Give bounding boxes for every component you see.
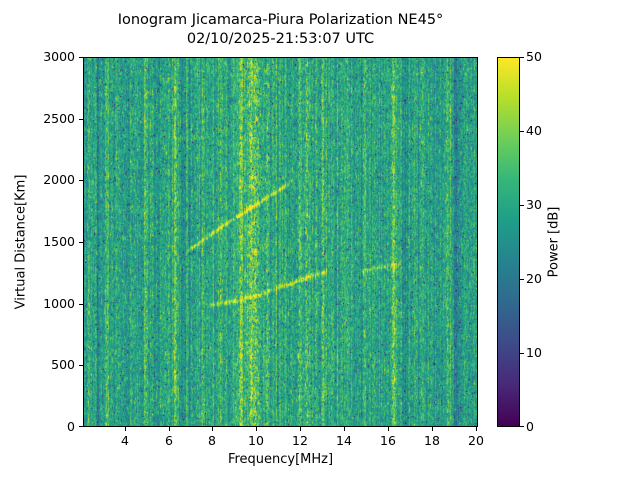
y-tick-label: 1500 [43,234,75,249]
y-tick-mark [79,180,83,181]
x-tick-mark [388,427,389,431]
x-tick-label: 6 [165,433,173,448]
x-tick-mark [476,427,477,431]
y-tick-label: 2500 [43,111,75,126]
x-tick-mark [300,427,301,431]
y-tick-mark [79,365,83,366]
chart-title-line2: 02/10/2025-21:53:07 UTC [186,31,375,47]
colorbar-tick-mark [520,205,524,206]
y-tick-label: 0 [67,419,75,434]
colorbar-tick-mark [520,353,524,354]
heatmap-canvas [83,57,478,427]
colorbar-tick-mark [520,131,524,132]
chart-title-line1: Ionogram Jicamarca-Piura Polarization NE… [117,12,444,28]
y-tick-label: 2000 [43,172,75,187]
y-tick-mark [79,57,83,58]
colorbar-tick-label: 50 [526,49,542,64]
colorbar-tick-label: 10 [526,345,542,360]
y-tick-mark [79,426,83,427]
x-axis-label: Frequency[MHz] [227,452,334,467]
colorbar-tick-label: 20 [526,271,542,286]
x-tick-mark [344,427,345,431]
y-tick-label: 3000 [43,49,75,64]
x-tick-label: 14 [336,433,352,448]
x-tick-label: 4 [121,433,129,448]
x-tick-mark [432,427,433,431]
x-tick-mark [212,427,213,431]
y-tick-mark [79,119,83,120]
colorbar-tick-mark [520,279,524,280]
x-tick-label: 10 [248,433,264,448]
x-tick-label: 18 [424,433,440,448]
x-tick-mark [256,427,257,431]
colorbar [497,57,520,427]
colorbar-tick-label: 30 [526,197,542,212]
colorbar-tick-label: 40 [526,123,542,138]
y-axis-label: Virtual Distance[Km] [13,174,29,310]
x-tick-label: 20 [468,433,484,448]
colorbar-tick-mark [520,426,524,427]
y-tick-label: 500 [51,357,75,372]
x-tick-mark [125,427,126,431]
chart-title: Ionogram Jicamarca-Piura Polarization NE… [83,11,478,49]
x-tick-label: 8 [208,433,216,448]
y-tick-label: 1000 [43,296,75,311]
colorbar-label: Power [dB] [546,206,562,278]
colorbar-tick-label: 0 [526,419,534,434]
x-tick-label: 16 [380,433,396,448]
x-tick-label: 12 [292,433,308,448]
y-tick-mark [79,242,83,243]
colorbar-tick-mark [520,57,524,58]
y-tick-mark [79,304,83,305]
x-tick-mark [169,427,170,431]
